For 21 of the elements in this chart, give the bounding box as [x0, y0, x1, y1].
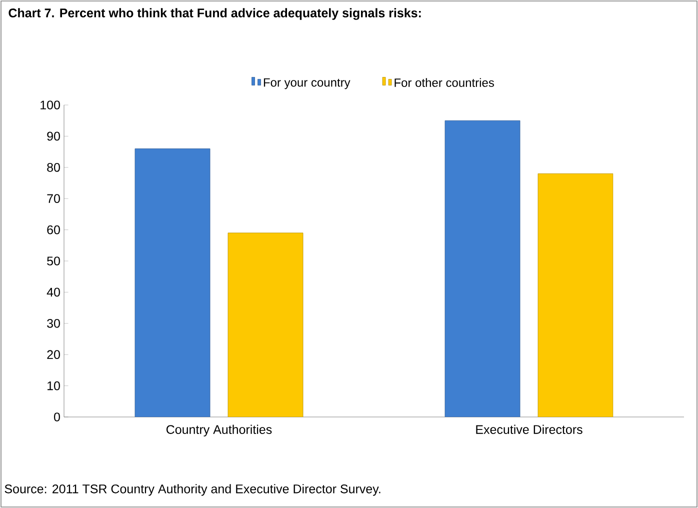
x-tick-label: Executive Directors	[476, 424, 582, 434]
y-tick-label: 70	[47, 194, 60, 204]
bar	[538, 173, 614, 417]
x-tick-label: Country Authorities	[166, 424, 272, 436]
legend-label: For your country	[264, 78, 350, 90]
bar	[228, 232, 304, 417]
y-tick-label: 60	[47, 225, 60, 234]
y-tick-label: 0	[54, 412, 60, 422]
y-tick-label: 20	[47, 350, 60, 360]
y-tick-label: 100	[40, 100, 60, 110]
y-tick-label: 50	[47, 256, 60, 266]
y-tick-label: 10	[48, 381, 60, 390]
bar	[134, 148, 210, 417]
y-tick-label: 90	[47, 132, 60, 141]
y-tick-label: 80	[47, 162, 60, 172]
chart-title: Chart 7. Percent who think that Fund advice adequately signals risks:	[8, 8, 421, 20]
y-tick-label: 40	[46, 288, 60, 297]
legend-label: For other countries	[394, 78, 494, 87]
y-tick-label: 30	[47, 318, 60, 328]
bar	[444, 120, 520, 417]
source-note: Source: 2011 TSR Country Authority and Executive Director Survey.	[4, 484, 380, 496]
